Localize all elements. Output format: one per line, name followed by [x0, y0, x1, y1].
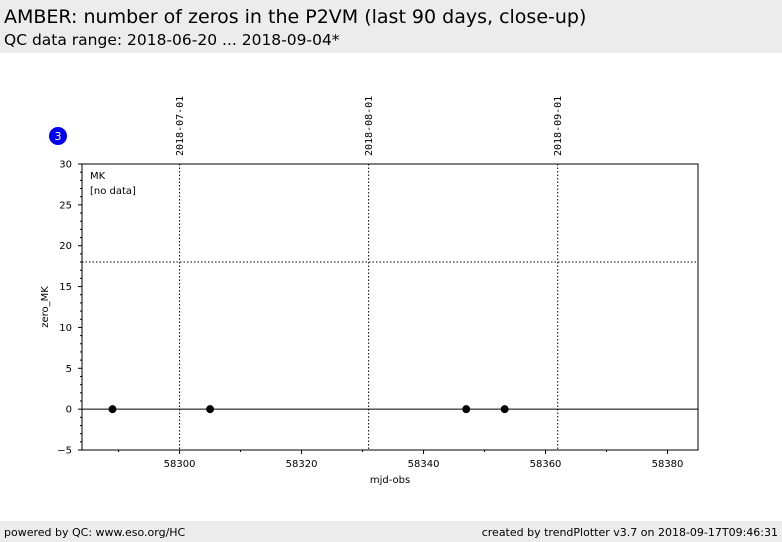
data-point	[108, 405, 117, 414]
plot-frame	[81, 163, 699, 451]
x-tick-label: 58360	[530, 459, 562, 470]
x-tick-label: 58300	[164, 459, 196, 470]
page-subtitle: QC data range: 2018-06-20 ... 2018-09-04…	[4, 31, 340, 49]
data-point	[462, 405, 471, 414]
panel-note: [no data]	[90, 186, 136, 197]
y-tick-label: 25	[59, 200, 72, 211]
data-point	[500, 405, 509, 414]
x-tick-label: 58340	[408, 459, 440, 470]
date-marker-label: 2018-09-01	[553, 96, 564, 156]
footer-bar: powered by QC: www.eso.org/HC created by…	[0, 521, 782, 542]
x-tick-label: 58320	[286, 459, 318, 470]
y-tick-label: 0	[66, 405, 72, 416]
x-axis-label: mjd-obs	[370, 475, 410, 486]
date-marker-label: 2018-08-01	[364, 96, 375, 156]
x-tick-label: 58380	[652, 459, 684, 470]
y-tick-label: 20	[59, 241, 72, 252]
panel-number-label: 3	[55, 130, 62, 143]
y-tick-label: −5	[57, 446, 72, 457]
y-tick-label: 30	[59, 160, 72, 171]
data-point	[206, 405, 215, 414]
y-tick-label: 5	[66, 364, 72, 375]
header-bar: AMBER: number of zeros in the P2VM (last…	[0, 0, 782, 53]
panel-label: MK	[90, 171, 106, 182]
y-tick-label: 10	[59, 323, 72, 334]
panel-number-badge	[49, 127, 67, 145]
date-marker-label: 2018-07-01	[175, 96, 186, 156]
footer-timestamp: created by trendPlotter v3.7 on 2018-09-…	[481, 526, 778, 539]
y-tick-label: 15	[59, 282, 72, 293]
footer-credit: powered by QC: www.eso.org/HC	[4, 526, 186, 539]
page-title: AMBER: number of zeros in the P2VM (last…	[4, 6, 587, 28]
y-axis-label: zero_MK	[40, 286, 51, 328]
